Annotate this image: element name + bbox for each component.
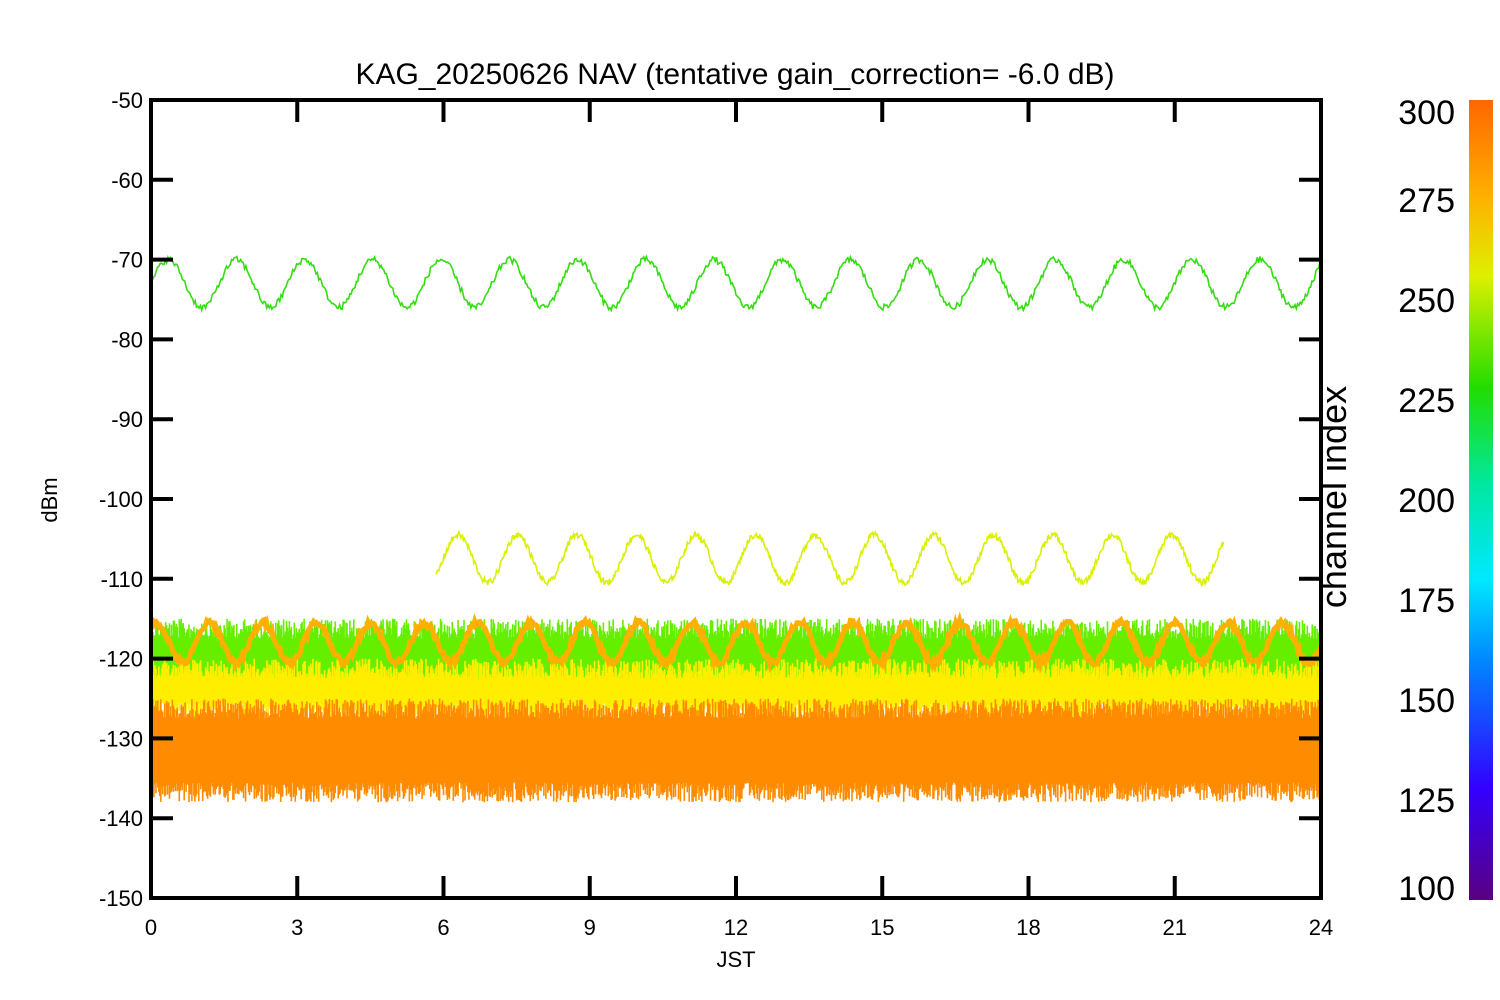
y-tick-label: -50	[111, 88, 143, 113]
series-line-240	[151, 254, 1321, 314]
y-tick-label: -100	[99, 487, 143, 512]
x-tick-label: 3	[291, 915, 303, 940]
x-axis-label: JST	[716, 947, 755, 972]
x-tick-label: 18	[1016, 915, 1040, 940]
chart-title: KAG_20250626 NAV (tentative gain_correct…	[355, 58, 1114, 91]
colorbar-tick-label: 200	[1398, 482, 1455, 520]
colorbar-tick-label: 300	[1398, 94, 1455, 132]
y-tick-label: -80	[111, 327, 143, 352]
y-tick-label: -120	[99, 647, 143, 672]
series-line-280	[151, 611, 1321, 674]
x-tick-label: 15	[870, 915, 894, 940]
y-tick-label: -90	[111, 407, 143, 432]
y-tick-label: -70	[111, 248, 143, 273]
x-axis: 0 3 6 9 12 15 18 21 24	[145, 100, 1333, 940]
y-tick-label: -130	[99, 726, 143, 751]
series-noise-band-290	[151, 698, 1321, 803]
colorbar-label: channel index	[1313, 386, 1354, 608]
colorbar-tick-label: 225	[1398, 382, 1455, 420]
x-tick-label: 0	[145, 915, 157, 940]
colorbar-tick-label: 150	[1398, 682, 1455, 720]
y-tick-label: -60	[111, 168, 143, 193]
colorbar-tick-label: 250	[1398, 282, 1455, 320]
colorbar-ticks: 300 275 250 225 200 175 150 125 100	[1398, 94, 1455, 908]
colorbar-tick-label: 275	[1398, 182, 1455, 220]
colorbar-tick-label: 175	[1398, 582, 1455, 620]
colorbar-tick-label: 125	[1398, 782, 1455, 820]
y-axis-label: dBm	[37, 477, 62, 522]
colorbar-tick-label: 100	[1398, 870, 1455, 908]
x-tick-label: 9	[584, 915, 596, 940]
y-tick-label: -140	[99, 806, 143, 831]
x-tick-label: 24	[1309, 915, 1333, 940]
series-noise-band-270	[151, 658, 1321, 723]
x-tick-label: 6	[437, 915, 449, 940]
plot-area	[151, 254, 1321, 803]
colorbar	[1469, 100, 1493, 900]
x-tick-label: 12	[724, 915, 748, 940]
x-tick-label: 21	[1163, 915, 1187, 940]
series-line-265	[435, 529, 1225, 588]
y-tick-label: -110	[101, 567, 143, 592]
y-axis: -50 -60 -70 -80 -90 -100 -110 -120 -130 -140 -150	[99, 88, 1321, 911]
y-tick-label: -150	[99, 886, 143, 911]
